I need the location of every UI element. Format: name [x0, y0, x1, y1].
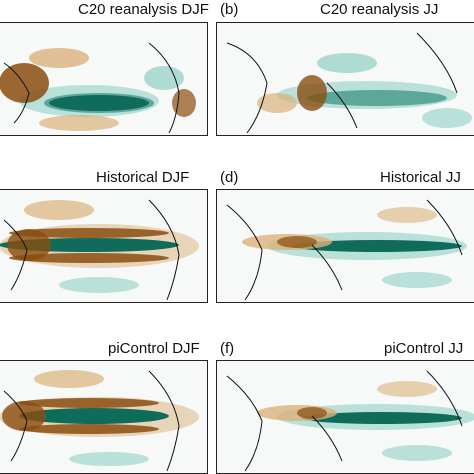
panel-f-map [216, 360, 474, 474]
panel-b-map [216, 22, 474, 136]
panel-d-field [226, 199, 467, 301]
panel-d-map [216, 189, 474, 303]
panel-c-map [0, 189, 208, 303]
panel-e-field [0, 370, 199, 472]
panel-f-field [226, 370, 474, 472]
panel-a-title: C20 reanalysis DJF [78, 1, 209, 18]
panel-f-letter: (f) [220, 340, 235, 357]
panel-a-field [0, 42, 196, 134]
panel-e-title: piControl DJF [108, 340, 200, 357]
panel-b-field [226, 32, 472, 134]
panel-d-title: Historical JJ [380, 169, 461, 186]
panel-c-title: Historical DJF [96, 169, 190, 186]
panel-b-title: C20 reanalysis JJ [320, 1, 439, 18]
panel-f-title: piControl JJ [384, 340, 464, 357]
panel-b-letter: (b) [220, 1, 239, 18]
panel-a-map [0, 22, 208, 136]
panel-c-field [0, 199, 199, 301]
panel-d-letter: (d) [220, 169, 239, 186]
panel-e-map [0, 360, 208, 474]
